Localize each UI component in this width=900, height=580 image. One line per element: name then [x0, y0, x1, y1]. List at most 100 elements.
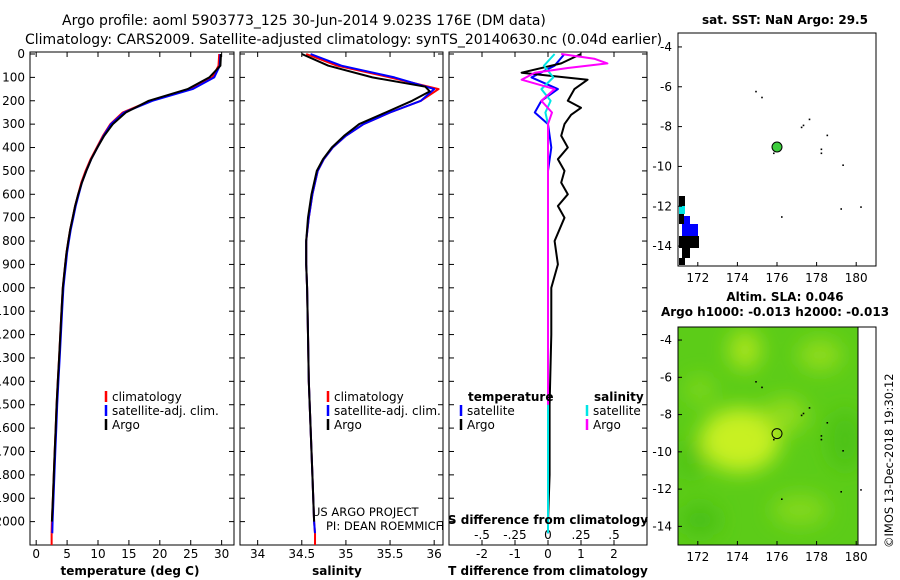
island-dot	[826, 422, 829, 424]
x-tick-label: 35.5	[377, 547, 404, 561]
y-tick-label: 100	[2, 70, 25, 84]
y-tick-label: 900	[2, 257, 25, 271]
legend-argo: Argo	[112, 418, 140, 432]
map-y-tick-label: -4	[660, 40, 672, 54]
y-tick-label: 200	[2, 94, 25, 108]
sla-map-subtitle: Argo h1000: -0.013 h2000: -0.013	[661, 305, 889, 319]
x-tick-label: 20	[152, 547, 167, 561]
imos-stamp: ©IMOS 13-Dec-2018 19:30:12	[882, 373, 896, 548]
x2-tick-label: .25	[571, 528, 590, 542]
t-diff-xlabel: T difference from climatology	[448, 564, 648, 578]
island-dot	[781, 216, 783, 218]
legend-climatology-2: climatology	[334, 390, 404, 404]
x-tick-label: 10	[90, 547, 105, 561]
y-tick-label: 0	[17, 47, 25, 61]
island-dot	[840, 491, 842, 493]
island-dot	[802, 412, 805, 415]
island-dot	[781, 498, 783, 500]
map-y-tick-label: -10	[652, 445, 672, 459]
series-line-argo	[301, 53, 431, 522]
y-tick-label: 1100	[0, 304, 25, 318]
legend-salinity-header: salinity	[594, 390, 644, 404]
map-y-tick-label: -12	[652, 482, 672, 496]
island-dot	[820, 435, 823, 437]
x-tick-label: 35	[338, 547, 353, 561]
profile-legend-temp: climatology satellite-adj. clim. Argo	[104, 390, 219, 432]
y-tick-label: 600	[2, 187, 25, 201]
y-tick-label: 800	[2, 234, 25, 248]
island-dot	[842, 164, 844, 166]
legend-temp-argo: Argo	[467, 418, 495, 432]
s-diff-xlabel: S difference from climatology	[448, 513, 648, 527]
sst-blue-patch	[679, 196, 699, 265]
series-line-salinity-argo	[520, 53, 609, 405]
island-dot	[755, 381, 757, 383]
y-tick-label: 1300	[0, 351, 25, 365]
sla-map: Altim. SLA: 0.046 Argo h1000: -0.013 h20…	[652, 290, 889, 564]
figure-title-line1: Argo profile: aoml 5903773_125 30-Jun-20…	[62, 13, 546, 29]
sla-map-title: Altim. SLA: 0.046	[726, 290, 843, 304]
series-line-argo	[50, 53, 222, 522]
x-tick-label: 30	[214, 547, 229, 561]
map-x-tick-label: 174	[726, 271, 749, 285]
y-tick-label: 2000	[0, 515, 25, 529]
map-x-tick-label: 180	[845, 550, 868, 564]
y-tick-label: 1900	[0, 491, 25, 505]
island-dot	[860, 489, 862, 491]
argo-profile-marker-sla	[771, 428, 783, 440]
island-dot	[802, 124, 805, 127]
salinity-panel: 34 34.5 35 35.5 36 salinity climatology sate…	[239, 51, 444, 578]
map-x-tick-label: 180	[845, 271, 868, 285]
x-tick-label: 15	[121, 547, 136, 561]
y-tick-label: 500	[2, 164, 25, 178]
x-tick-label: 2	[610, 547, 618, 561]
map-y-tick-label: -10	[652, 159, 672, 173]
x-tick-label: -2	[476, 547, 488, 561]
sst-map: sat. SST: NaN Argo: 29.5 172 174 176 178 180…	[652, 13, 877, 285]
island-dot	[826, 134, 829, 137]
profile-legend-sal: climatology satellite-adj. clim. Argo	[326, 390, 441, 432]
island-dot	[761, 96, 763, 99]
salinity-xlabel: salinity	[312, 564, 362, 578]
x-tick-label: 34	[250, 547, 265, 561]
y-tick-label: 1500	[0, 398, 25, 412]
island-dot	[761, 386, 763, 389]
x-tick-label: 0	[32, 547, 40, 561]
island-dot	[800, 126, 803, 129]
difference-legend: temperature satellite Argo salinity sate…	[459, 390, 644, 432]
map-x-tick-label: 176	[766, 271, 789, 285]
map-y-tick-label: -12	[652, 199, 672, 213]
island-dot	[773, 152, 775, 155]
y-tick-label: 1000	[0, 281, 25, 295]
temperature-xlabel: temperature (deg C)	[61, 564, 200, 578]
map-y-tick-label: -4	[660, 333, 672, 347]
y-tick-label: 700	[2, 211, 25, 225]
map-y-tick-label: -14	[652, 519, 672, 533]
sla-field	[678, 327, 858, 545]
map-y-tick-label: -8	[660, 408, 672, 422]
legend-satellite-2: satellite-adj. clim.	[334, 404, 441, 418]
x-tick-label: 34.5	[288, 547, 315, 561]
sst-map-title: sat. SST: NaN Argo: 29.5	[702, 13, 868, 27]
y-tick-label: 1200	[0, 328, 25, 342]
island-dot	[808, 118, 811, 121]
island-dot	[860, 206, 862, 208]
legend-argo-2: Argo	[334, 418, 362, 432]
map-y-tick-label: -6	[660, 80, 672, 94]
x-tick-label: 25	[183, 547, 198, 561]
y-tick-label: 1700	[0, 444, 25, 458]
temperature-panel: 0100200300400500600700800900100011001200…	[0, 47, 235, 578]
x2-tick-label: .5	[608, 528, 619, 542]
y-tick-label: 400	[2, 141, 25, 155]
map-x-tick-label: 172	[686, 271, 709, 285]
difference-panel: -2 -1 0 1 2 -.5 -.25 0 .25 .5 T difference from c…	[448, 51, 648, 578]
y-tick-label: 300	[2, 117, 25, 131]
x2-tick-label: -.5	[474, 528, 490, 542]
island-dot	[808, 407, 811, 409]
y-tick-label: 1400	[0, 374, 25, 388]
island-dot	[800, 414, 803, 417]
legend-sal-argo: Argo	[593, 418, 621, 432]
map-x-tick-label: 178	[805, 550, 828, 564]
map-y-tick-label: -6	[660, 370, 672, 384]
